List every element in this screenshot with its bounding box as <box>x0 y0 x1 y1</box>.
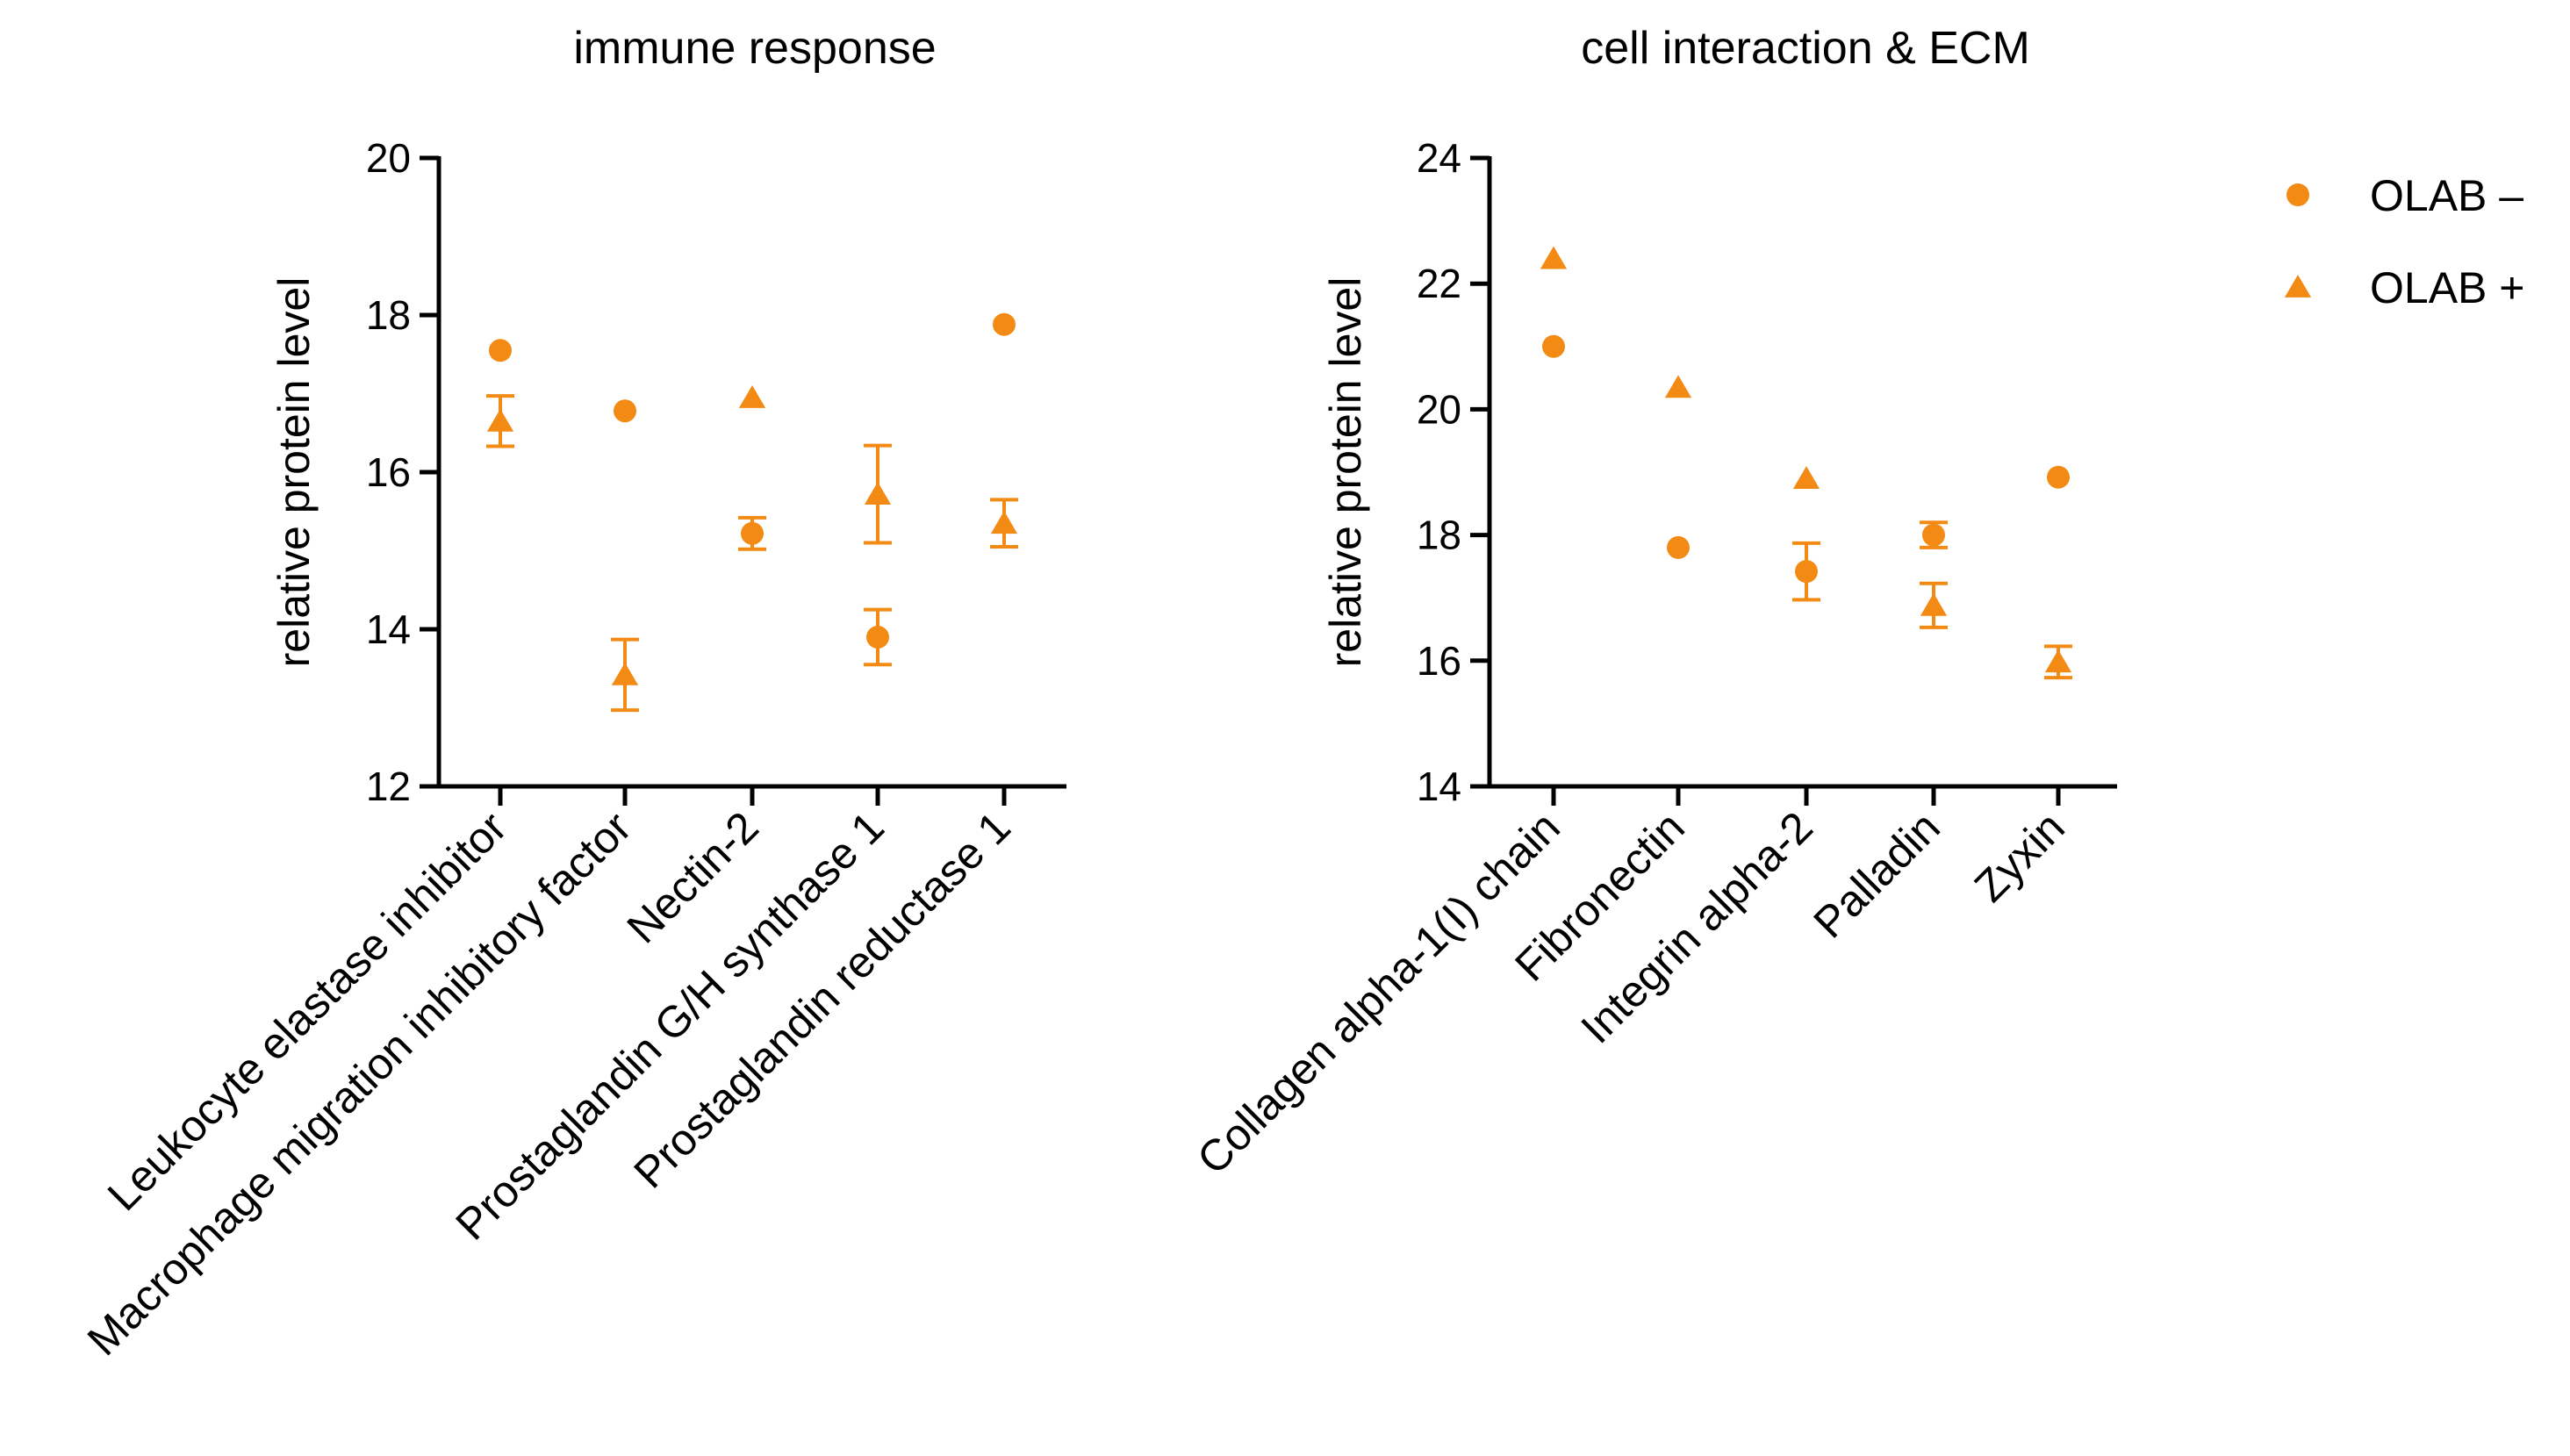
data-point <box>990 511 1018 534</box>
y-tick-label: 16 <box>1417 638 1461 684</box>
legend: OLAB – OLAB + <box>2284 171 2525 312</box>
data-point <box>738 384 766 408</box>
data-point <box>1795 560 1818 584</box>
data-point <box>2047 465 2070 489</box>
data-point <box>1542 334 1565 358</box>
data-point <box>741 521 764 545</box>
data-point <box>1920 592 1948 616</box>
y-tick-label: 18 <box>366 292 411 338</box>
data-point <box>1664 375 1692 398</box>
data-point <box>2044 649 2072 673</box>
y-tick-label: 20 <box>1417 386 1461 432</box>
legend-label: OLAB + <box>2370 263 2525 312</box>
chart-cell-interaction-ecm: cell interaction & ECM 14 16 18 20 22 24 relati… <box>1188 23 2117 1184</box>
legend-marker-circle <box>2286 183 2309 206</box>
series-olab-minus <box>1542 334 2070 602</box>
data-point <box>864 482 892 505</box>
data-point <box>866 625 889 649</box>
data-point <box>489 339 512 362</box>
data-point <box>993 312 1016 336</box>
y-tick-label: 12 <box>366 764 411 809</box>
y-tick-label: 22 <box>1417 261 1461 306</box>
legend-marker-triangle <box>2284 275 2312 298</box>
y-axis-label: relative protein level <box>1321 277 1370 668</box>
x-tick-label: Integrin alpha-2 <box>1571 802 1821 1052</box>
data-point <box>1540 246 1568 269</box>
series-olab-minus <box>489 312 1016 667</box>
y-tick-label: 24 <box>1417 135 1461 181</box>
legend-label: OLAB – <box>2370 171 2523 220</box>
data-point <box>486 408 514 432</box>
series-olab-plus <box>1540 246 2072 680</box>
x-tick-label: Collagen alpha-1(I) chain <box>1188 802 1569 1184</box>
data-point <box>1792 466 1820 490</box>
x-tick-label: Macrophage migration inhibitory factor <box>78 802 641 1365</box>
x-tick-label: Zyxin <box>1965 802 2074 911</box>
series-olab-plus <box>486 384 1018 713</box>
x-tick-label: Palladin <box>1804 802 1949 947</box>
data-point <box>611 662 639 685</box>
y-tick-label: 14 <box>1417 764 1461 809</box>
y-tick-label: 20 <box>366 135 411 181</box>
y-tick-label: 16 <box>366 449 411 495</box>
data-point <box>614 399 636 423</box>
y-tick-label: 14 <box>366 606 411 652</box>
chart-title: immune response <box>573 23 936 74</box>
y-tick-label: 18 <box>1417 513 1461 558</box>
data-point <box>1667 535 1690 559</box>
data-point <box>1922 523 1945 547</box>
chart-immune-response: immune response 12 14 16 18 20 relative protei… <box>78 23 1066 1365</box>
y-axis-label: relative protein level <box>269 277 319 668</box>
chart-title: cell interaction & ECM <box>1581 23 2030 74</box>
